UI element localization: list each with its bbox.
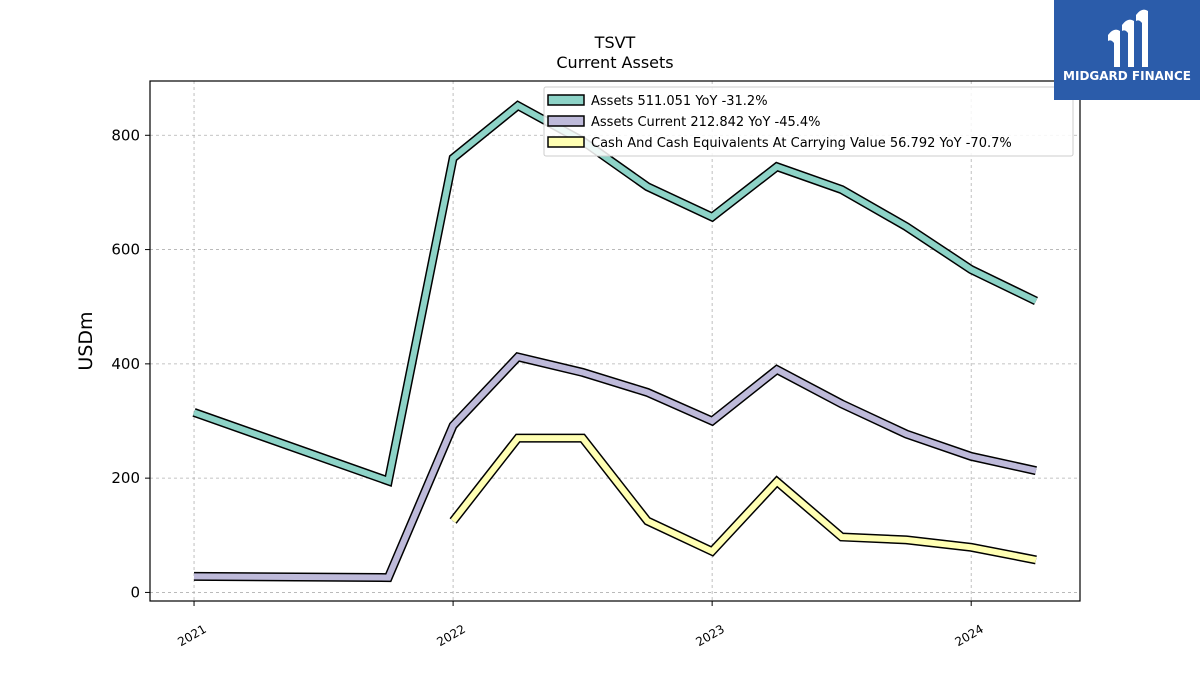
logo-background (1054, 0, 1200, 100)
legend: Assets 511.051 YoY -31.2% Assets Current … (543, 86, 1074, 157)
series-line-2 (193, 352, 1037, 583)
y-axis-label: USDm (75, 311, 97, 370)
series-line-1 (192, 100, 1038, 487)
chart-title: TSVT (594, 33, 636, 52)
brand-logo: MIDGARD FINANCE (1054, 0, 1200, 100)
y-tick-label: 800 (111, 126, 140, 144)
legend-swatch (547, 94, 585, 106)
series-lines (192, 100, 1038, 583)
y-tick-label: 200 (111, 469, 140, 487)
series-line-3 (449, 433, 1037, 565)
legend-entry-label: Assets 511.051 YoY -31.2% (591, 94, 768, 109)
plot-frame (149, 80, 1081, 602)
series-line-stroke (193, 102, 1038, 485)
chart-subtitle: Current Assets (556, 53, 673, 72)
legend-entry-label: Cash And Cash Equivalents At Carrying Va… (591, 136, 1012, 151)
y-tick-label: 400 (111, 355, 140, 373)
y-tick-label: 600 (111, 241, 140, 259)
legend-box (543, 86, 1074, 157)
legend-swatch (547, 115, 585, 127)
legend-swatch (547, 136, 585, 148)
series-line-stroke (193, 353, 1037, 581)
logo-text: MIDGARD FINANCE (1063, 69, 1191, 83)
y-tick-label: 0 (130, 583, 140, 601)
legend-entry-label: Assets Current 212.842 YoY -45.4% (591, 115, 821, 130)
y-axis-ticks: 0 200 400 600 800 (111, 126, 150, 601)
series-line-stroke (450, 435, 1037, 563)
logo-mark-icon (1108, 9, 1148, 68)
